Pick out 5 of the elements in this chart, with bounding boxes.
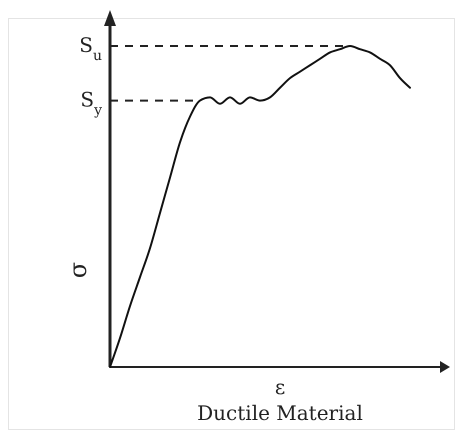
ref-line-label: S$_{u}$ (79, 33, 102, 64)
x-axis-title: ε (274, 375, 286, 399)
y-axis-title: σ (64, 262, 92, 278)
ref-line-label: S$_{y}$ (80, 88, 102, 119)
text: Ductile Material (197, 401, 363, 425)
